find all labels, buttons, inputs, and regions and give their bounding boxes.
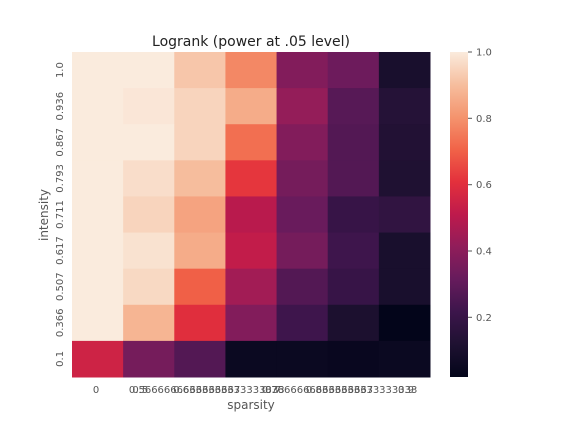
heatmap-cell [72, 196, 124, 234]
heatmap-cell [123, 124, 175, 161]
heatmap-cell [225, 232, 278, 270]
y-tick-label: 1.0 [55, 62, 66, 78]
colorbar-tick-label: 0.2 [476, 313, 492, 324]
heatmap-cell [327, 160, 380, 197]
y-tick-label: 0.711 [55, 200, 66, 229]
heatmap-cell [225, 160, 278, 197]
heatmap-cell [225, 196, 278, 234]
heatmap-cell [378, 304, 431, 342]
x-tick-label: 0.6333333333333333 [173, 385, 284, 396]
heatmap-cell [276, 232, 329, 270]
x-tick-label: 0.9 [398, 385, 414, 396]
heatmap-cell [72, 160, 124, 197]
heatmap-cell [378, 88, 431, 125]
x-axis-label: sparsity [227, 398, 275, 412]
x-tick-label: 0.7666666666666667 [262, 385, 373, 396]
heatmap-cell [174, 232, 226, 270]
heatmap-cell [72, 340, 124, 378]
heatmap-cell [276, 160, 329, 197]
y-tick-label: 0.1 [55, 351, 66, 367]
y-tick-label: 0.793 [55, 164, 66, 193]
y-tick-labels: 1.0 0.936 0.867 0.793 0.711 0.617 0.507 0.366 0.… [55, 62, 66, 367]
colorbar-tick-label: 0.6 [476, 180, 492, 191]
y-tick-label: 0.936 [55, 92, 66, 121]
heatmap-cell [123, 340, 175, 378]
heatmap-cell [174, 196, 226, 234]
y-tick-label: 0.867 [55, 128, 66, 157]
heatmap-cell [276, 268, 329, 306]
heatmap-cell [378, 160, 431, 197]
heatmap-cell [225, 124, 278, 161]
heatmap-cell [72, 124, 124, 161]
heatmap-cell [123, 160, 175, 197]
heatmap-cell [72, 268, 124, 306]
heatmap-cell [327, 232, 380, 270]
heatmap-cell [174, 304, 226, 342]
x-tick-label: 0.7 [265, 385, 281, 396]
heatmap-cell [327, 52, 380, 89]
y-tick-label: 0.366 [55, 308, 66, 337]
colorbar [450, 52, 468, 377]
heatmap-cell [123, 304, 175, 342]
heatmap-cell [72, 304, 124, 342]
heatmap-cell [225, 88, 278, 125]
heatmap-cell [174, 52, 226, 89]
heatmap-cell [327, 304, 380, 342]
heatmap-cell [123, 268, 175, 306]
heatmap-cell [378, 232, 431, 270]
x-tick-label: 0.8333333333333333 [306, 385, 417, 396]
heatmap-cell [174, 340, 226, 378]
heatmap-cell [327, 88, 380, 125]
heatmap-cell [276, 196, 329, 234]
heatmap-cell [378, 268, 431, 306]
heatmap-cell [123, 232, 175, 270]
x-tick-label: 0.5666666666666667 [129, 385, 240, 396]
x-tick-label: 0 [93, 385, 99, 396]
heatmap-cell [378, 124, 431, 161]
y-tick-label: 0.617 [55, 236, 66, 265]
heatmap-cell [276, 52, 329, 89]
heatmap-cell [327, 340, 380, 378]
heatmap-cell [174, 124, 226, 161]
heatmap-cell [72, 88, 124, 125]
x-tick-label: 0.5 [132, 385, 148, 396]
heatmap-cell [276, 124, 329, 161]
colorbar-ticks: 0.2 0.4 0.6 0.8 1.0 [468, 48, 492, 324]
heatmap-cell [123, 88, 175, 125]
heatmap-cell [72, 52, 124, 89]
colorbar-tick-label: 0.8 [476, 114, 492, 125]
heatmap-cell [225, 304, 278, 342]
colorbar-tick-label: 1.0 [476, 48, 492, 59]
heatmap-cell [276, 304, 329, 342]
y-tick-label: 0.507 [55, 272, 66, 301]
heatmap-cell [123, 52, 175, 89]
heatmap-cell [123, 196, 175, 234]
heatmap-cells [72, 52, 431, 378]
heatmap-cell [174, 88, 226, 125]
colorbar-tick-label: 0.4 [476, 247, 492, 258]
heatmap-cell [378, 52, 431, 89]
heatmap-cell [72, 232, 124, 270]
heatmap-cell [327, 268, 380, 306]
heatmap-cell [225, 268, 278, 306]
heatmap-cell [225, 340, 278, 378]
heatmap-cell [378, 340, 431, 378]
chart-title: Logrank (power at .05 level) [152, 34, 350, 50]
heatmap-cell [276, 88, 329, 125]
x-tick-labels: 0 0.50.56666666666666670.6333333333333333… [93, 385, 418, 396]
y-axis-label: intensity [37, 189, 51, 241]
heatmap-cell [225, 52, 278, 89]
heatmap-cell [327, 124, 380, 161]
heatmap-cell [174, 160, 226, 197]
heatmap-cell [174, 268, 226, 306]
heatmap-cell [378, 196, 431, 234]
heatmap-cell [276, 340, 329, 378]
heatmap-cell [327, 196, 380, 234]
